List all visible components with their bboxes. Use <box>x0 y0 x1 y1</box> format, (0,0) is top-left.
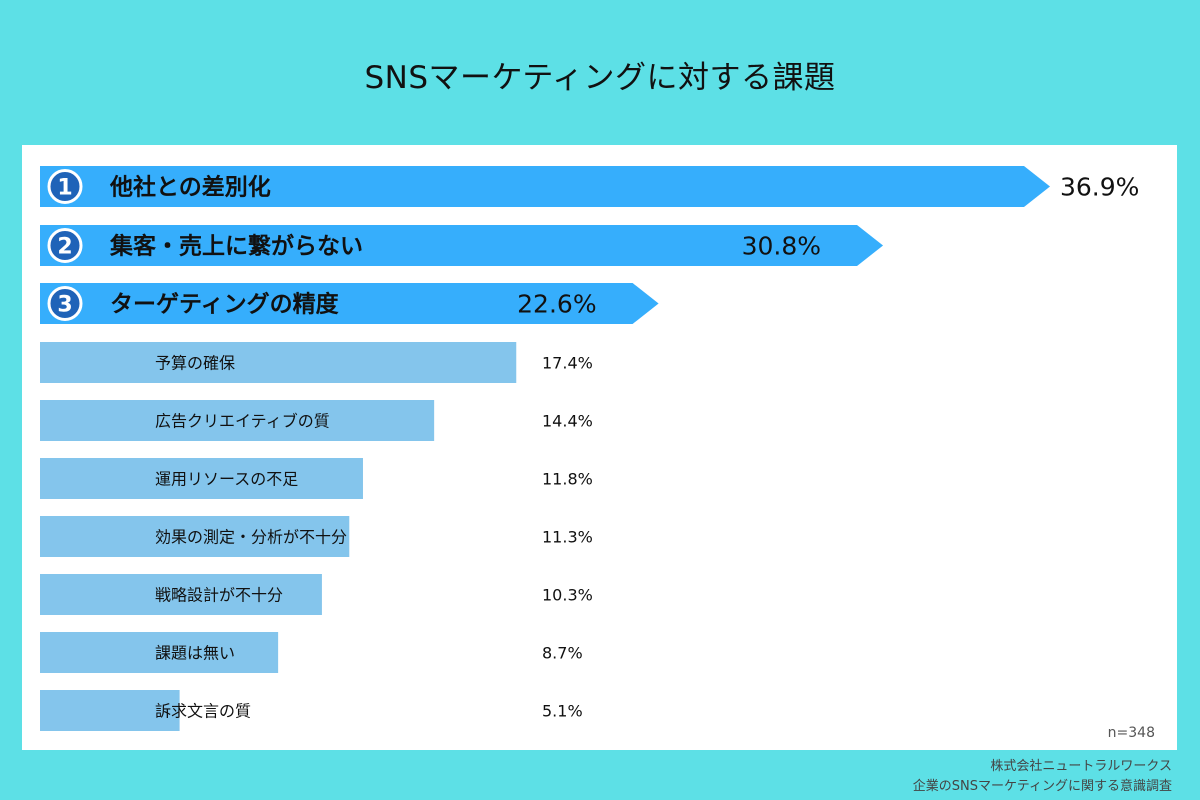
rank-badge-1 <box>47 169 83 204</box>
bar-chart: 1 他社との差別化 36.9% 2 集客・売上に繋がらない 30.8% 3 ターゲティングの精… <box>40 166 1155 741</box>
bar-label: 訴求文言の質 <box>155 702 251 721</box>
bar <box>40 458 363 499</box>
bar-label: 戦略設計が不十分 <box>155 586 283 605</box>
bar-label: 予算の確保 <box>155 354 235 373</box>
rank-badge-2 <box>47 228 83 263</box>
rank-number-1: 1 <box>57 176 72 201</box>
value-label: 10.3% <box>542 586 593 605</box>
value-label: 17.4% <box>542 354 593 373</box>
source-footer: 株式会社ニュートラルワークス 企業のSNSマーケティングに関する意識調査 <box>913 757 1172 797</box>
bar-label: 効果の測定・分析が不十分 <box>155 528 347 547</box>
bar <box>40 516 350 557</box>
value-label: 36.9% <box>1060 173 1139 202</box>
bar-top-3 <box>40 283 659 324</box>
bar <box>40 342 517 383</box>
value-label: 11.3% <box>542 528 593 547</box>
value-label: 14.4% <box>542 412 593 431</box>
rank-number-2: 2 <box>57 235 72 260</box>
value-label: 8.7% <box>542 644 583 663</box>
bar <box>40 690 180 731</box>
bar-top-1 <box>40 166 1050 207</box>
bar <box>40 574 322 615</box>
bar-label: 広告クリエイティブの質 <box>155 412 330 431</box>
chart-panel: 1 他社との差別化 36.9% 2 集客・売上に繋がらない 30.8% 3 ターゲティングの精… <box>22 145 1177 750</box>
rank-number-3: 3 <box>57 293 72 318</box>
bar-label: 集客・売上に繋がらない <box>109 233 363 260</box>
value-label: 11.8% <box>542 470 593 489</box>
bar-label: 他社との差別化 <box>109 174 271 201</box>
footer-company: 株式会社ニュートラルワークス <box>990 759 1172 774</box>
bar-label: 課題は無い <box>155 644 235 663</box>
value-label: 22.6% <box>517 290 596 319</box>
chart-title: SNSマーケティングに対する課題 <box>364 60 836 96</box>
value-label: 5.1% <box>542 702 583 721</box>
rank-badge-3 <box>47 286 83 321</box>
bar <box>40 632 279 673</box>
bar-label: ターゲティングの精度 <box>110 291 340 318</box>
sample-size: n=348 <box>1108 725 1155 741</box>
value-label: 30.8% <box>742 232 821 261</box>
bar <box>40 400 435 441</box>
bar-top-2 <box>40 225 884 266</box>
bar-label: 運用リソースの不足 <box>155 470 298 489</box>
footer-survey: 企業のSNSマーケティングに関する意識調査 <box>912 779 1172 794</box>
